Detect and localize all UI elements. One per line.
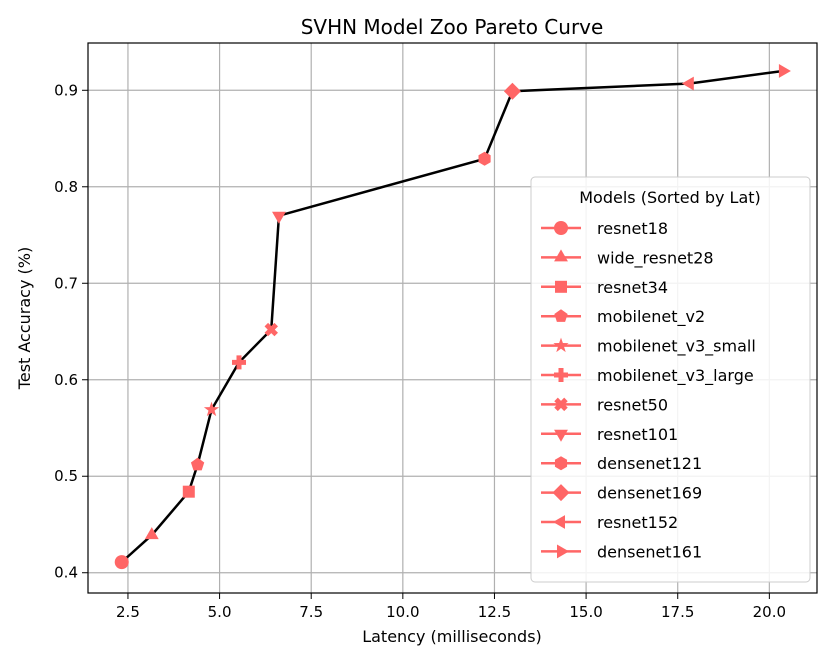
legend-item-densenet121: densenet121	[541, 454, 702, 473]
x-marker	[264, 322, 278, 337]
y-tick-label: 0.8	[54, 178, 78, 196]
x-tick-label: 5.0	[208, 603, 232, 621]
point-mobilenet_v3_small	[203, 401, 220, 417]
point-resnet50	[264, 322, 278, 337]
point-resnet152	[681, 76, 694, 91]
legend-label: mobilenet_v3_large	[597, 366, 754, 386]
x-tick-label: 20.0	[753, 603, 786, 621]
legend-label: mobilenet_v2	[597, 307, 705, 327]
x-tick-label: 7.5	[299, 603, 323, 621]
circle-marker	[554, 221, 568, 235]
markers	[114, 64, 791, 570]
legend-title: Models (Sorted by Lat)	[579, 188, 761, 207]
legend-marker	[554, 397, 568, 412]
x-tick-label: 10.0	[386, 603, 419, 621]
legend-item-resnet50: resnet50	[541, 395, 668, 414]
circle-marker	[114, 555, 129, 570]
legend-item-wide_resnet28: wide_resnet28	[541, 248, 714, 268]
legend-marker	[554, 368, 568, 382]
hexagon-marker	[478, 151, 491, 166]
legend-label: mobilenet_v3_small	[597, 337, 756, 357]
legend-box	[530, 176, 811, 583]
triangle-right-marker	[778, 64, 791, 78]
triangle-left-marker	[553, 515, 565, 529]
legend-label: resnet18	[597, 219, 668, 238]
y-tick-label: 0.7	[54, 274, 78, 292]
pentagon-marker	[190, 457, 205, 471]
legend-item-mobilenet_v3_small: mobilenet_v3_small	[541, 337, 756, 357]
point-densenet161	[778, 64, 791, 78]
legend-marker	[554, 456, 568, 471]
legend-marker	[553, 337, 569, 353]
plus-marker	[232, 355, 247, 370]
y-tick-label: 0.5	[54, 467, 78, 485]
legend-marker	[552, 484, 570, 502]
legend: Models (Sorted by Lat) resnet18 wide_resn…	[530, 176, 811, 583]
legend-marker	[554, 429, 568, 442]
legend-marker	[554, 221, 568, 235]
triangle-down-marker	[554, 429, 568, 442]
x-axis-label: Latency (milliseconds)	[362, 627, 542, 646]
legend-item-densenet169: densenet169	[541, 484, 702, 503]
y-tick-label: 0.6	[54, 371, 78, 389]
plus-marker	[554, 368, 568, 382]
diamond-marker	[503, 82, 521, 100]
x-tick-label: 15.0	[569, 603, 602, 621]
legend-label: resnet152	[597, 513, 678, 532]
legend-label: wide_resnet28	[597, 248, 714, 268]
chart-title: SVHN Model Zoo Pareto Curve	[301, 15, 604, 39]
legend-marker	[554, 309, 568, 322]
x-tick-label: 17.5	[661, 603, 694, 621]
triangle-down-marker	[272, 211, 286, 224]
legend-marker	[557, 544, 569, 559]
legend-marker	[555, 280, 567, 293]
legend-label: resnet101	[597, 425, 678, 444]
x-tick-label: 2.5	[116, 603, 140, 621]
legend-item-mobilenet_v3_large: mobilenet_v3_large	[541, 366, 754, 386]
star-marker	[553, 337, 569, 353]
point-wide_resnet28	[144, 527, 159, 540]
triangle-up-marker	[554, 249, 568, 262]
point-densenet121	[478, 151, 491, 166]
pentagon-marker	[554, 309, 568, 322]
triangle-right-marker	[557, 544, 569, 559]
legend-item-resnet152: resnet152	[541, 513, 678, 532]
plot-frame	[87, 42, 818, 594]
diamond-marker	[552, 484, 570, 502]
legend-item-resnet18: resnet18	[541, 219, 668, 238]
square-marker	[182, 485, 195, 498]
x-tick-label: 12.5	[478, 603, 511, 621]
hexagon-marker	[554, 456, 568, 471]
triangle-left-marker	[681, 76, 694, 91]
legend-label: densenet161	[597, 542, 702, 561]
point-densenet169	[503, 82, 521, 100]
legend-marker	[553, 515, 565, 529]
square-marker	[555, 280, 567, 293]
legend-label: resnet34	[597, 278, 668, 297]
legend-label: densenet169	[597, 484, 702, 503]
point-resnet18	[114, 555, 129, 570]
legend-item-resnet34: resnet34	[541, 278, 668, 297]
legend-item-mobilenet_v2: mobilenet_v2	[541, 307, 705, 327]
x-marker	[554, 397, 568, 412]
point-mobilenet_v3_large	[232, 355, 247, 370]
legend-item-resnet101: resnet101	[541, 425, 678, 444]
y-tick-label: 0.4	[54, 564, 78, 582]
y-axis-label: Test Accuracy (%)	[15, 247, 34, 390]
point-resnet101	[272, 211, 286, 224]
legend-marker	[554, 249, 568, 262]
y-tick-label: 0.9	[54, 81, 78, 99]
legend-label: densenet121	[597, 454, 702, 473]
triangle-up-marker	[144, 527, 159, 540]
star-marker	[203, 401, 220, 417]
legend-label: resnet50	[597, 395, 668, 414]
series-line	[120, 69, 784, 564]
ticks: 2.5 5.0 7.5 10.0 12.5 15.0 17.5 20.0 0.4 0.5 0.6 0.…	[54, 81, 786, 621]
point-mobilenet_v2	[190, 457, 205, 471]
legend-item-densenet161: densenet161	[541, 542, 702, 561]
point-resnet34	[182, 485, 195, 498]
